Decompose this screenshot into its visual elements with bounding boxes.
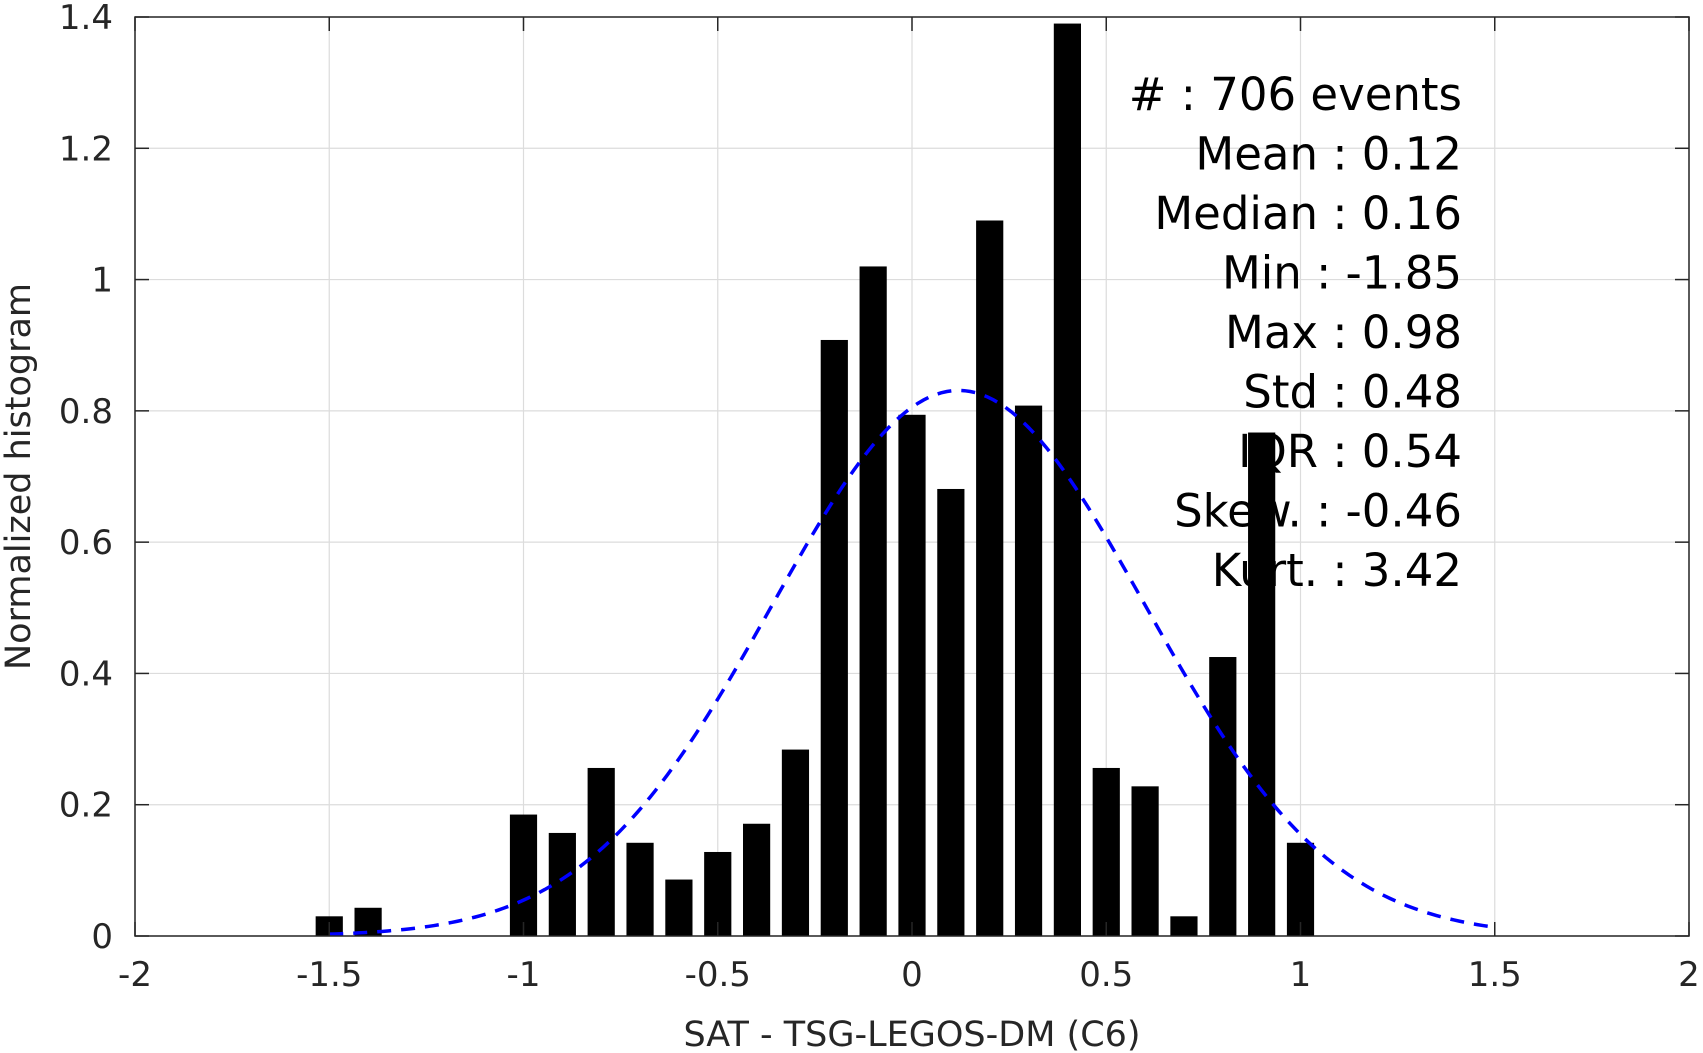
histogram-bar — [1286, 842, 1315, 936]
histogram-bar — [976, 220, 1004, 936]
x-tick-label: 0 — [901, 955, 923, 995]
histogram-bar — [1053, 23, 1081, 937]
histogram-bar — [548, 832, 576, 936]
histogram-bar — [898, 414, 926, 936]
histogram-bar — [704, 851, 732, 936]
x-tick-label: 1 — [1290, 955, 1312, 995]
stats-line: IQR : 0.54 — [1238, 425, 1462, 478]
histogram-bar — [1014, 405, 1043, 936]
x-axis-label: SAT - TSG-LEGOS-DM (C6) — [683, 1015, 1140, 1053]
x-tick-label: -1 — [507, 955, 541, 995]
x-tick-label: 1.5 — [1468, 955, 1522, 995]
histogram-bar — [1248, 432, 1276, 936]
histogram-bar — [743, 823, 771, 936]
histogram-bar — [1131, 786, 1159, 936]
normal-fit-curve — [329, 388, 1495, 936]
x-tick-label: -0.5 — [685, 955, 751, 995]
y-tick-label: 1.4 — [59, 0, 113, 38]
stats-line: Max : 0.98 — [1225, 306, 1462, 359]
x-tick-label: 2 — [1678, 955, 1700, 995]
stats-line: Mean : 0.12 — [1195, 128, 1462, 181]
histogram-bar — [820, 339, 848, 936]
y-tick-label: 0.6 — [59, 523, 113, 563]
histogram-bar — [859, 266, 887, 936]
histogram-bar — [587, 767, 615, 936]
histogram-bar — [509, 814, 538, 936]
stats-line: Min : -1.85 — [1222, 247, 1462, 300]
axes — [134, 16, 1690, 937]
stats-line: Kurt. : 3.42 — [1212, 544, 1462, 597]
stats-line: Skew. : -0.46 — [1174, 485, 1462, 538]
x-tick-label: 0.5 — [1079, 955, 1133, 995]
stats-line: Std : 0.48 — [1243, 366, 1462, 419]
y-tick-label: 1.2 — [59, 129, 113, 169]
y-tick-label: 1 — [91, 261, 113, 301]
histogram-bar — [1209, 657, 1237, 936]
x-tick-labels: -2 -1.5 -1 -0.5 0 0.5 1 1.5 2 — [118, 955, 1700, 995]
histogram-bar — [626, 842, 654, 936]
stats-line: Median : 0.16 — [1154, 187, 1462, 240]
histogram-bar — [1092, 767, 1120, 936]
histogram-bars — [315, 23, 1315, 937]
histogram-bar — [1170, 916, 1198, 936]
x-tick-label: -2 — [118, 955, 152, 995]
x-tick-label: -1.5 — [296, 955, 362, 995]
histogram-bar — [781, 749, 810, 936]
y-tick-label: 0.4 — [59, 654, 113, 694]
statistics-annotation: # : 706 events Mean : 0.12 Median : 0.16 Mi… — [1129, 68, 1462, 597]
histogram-bar — [665, 879, 693, 936]
y-tick-label: 0.2 — [59, 786, 113, 826]
y-tick-labels: 0 0.2 0.4 0.6 0.8 1 1.2 1.4 — [59, 0, 113, 957]
y-axis-label: Normalized histogram — [0, 283, 39, 670]
histogram-bar — [937, 488, 965, 936]
y-tick-label: 0.8 — [59, 392, 113, 432]
stats-line: # : 706 events — [1129, 68, 1462, 121]
y-tick-label: 0 — [91, 917, 113, 957]
